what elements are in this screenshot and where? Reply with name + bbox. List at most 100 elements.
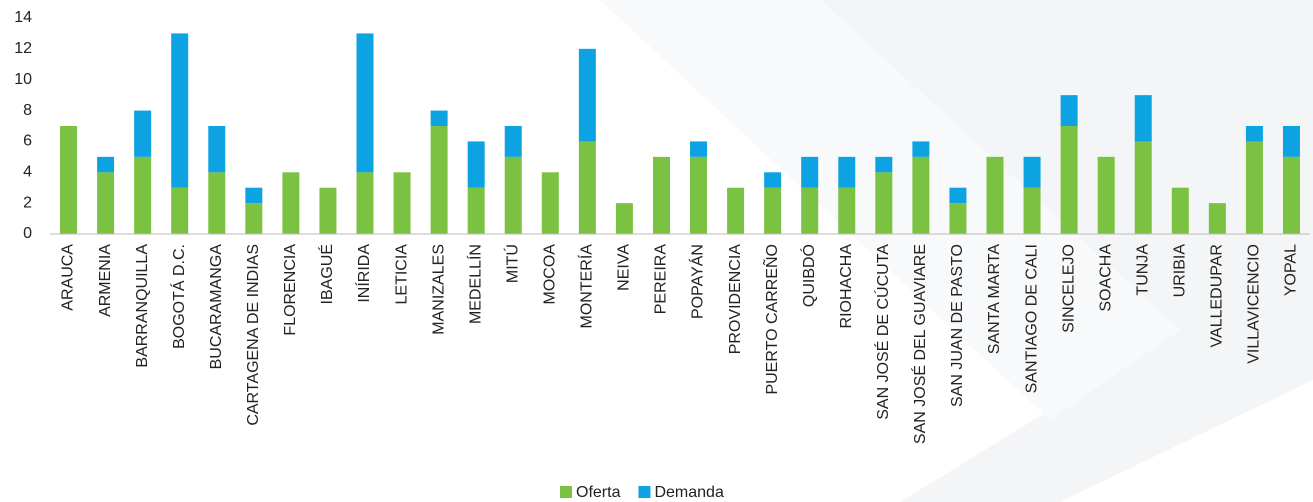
x-tick-label: SINCELEJO [1060, 244, 1077, 333]
y-tick-label: 2 [23, 194, 32, 211]
x-tick-label: BARRANQUILLA [134, 244, 151, 368]
y-tick-label: 0 [23, 225, 32, 242]
x-tick-label: YOPAL [1283, 244, 1300, 296]
x-tick-label: SAN JOSÉ DEL GUAVIARE [910, 244, 929, 444]
bar-segment [1023, 156, 1041, 188]
x-tick-label: URIBIA [1172, 244, 1189, 298]
bar-segment [319, 187, 337, 234]
x-tick-label: TUNJA [1134, 244, 1151, 296]
y-tick-label: 4 [23, 164, 32, 181]
bar-segment [1171, 187, 1189, 234]
legend-swatch [560, 486, 572, 498]
y-tick-label: 12 [14, 40, 32, 57]
bar-segment [986, 156, 1004, 234]
bar-segment [60, 126, 78, 234]
x-tick-label: CARTAGENA DE INDIAS [245, 244, 262, 426]
bar-segment [764, 172, 782, 188]
x-tick-label: RIOHACHA [838, 244, 855, 329]
bar-segment [1060, 95, 1078, 126]
x-tick-label: LETICIA [393, 244, 410, 305]
background-shape [820, 0, 1313, 502]
legend-label: Demanda [654, 484, 723, 501]
y-tick-label: 14 [14, 9, 32, 26]
x-tick-label: SAN JUAN DE PASTO [949, 244, 966, 407]
bar-segment [801, 156, 819, 188]
bar-segment [615, 203, 633, 234]
bar-segment [282, 172, 300, 234]
x-tick-label: VILLAVICENCIO [1246, 244, 1263, 364]
bar-segment [97, 156, 115, 173]
bar-segment [1060, 126, 1078, 234]
bar-segment [541, 172, 559, 234]
bar-segment [801, 187, 819, 234]
bar-segment [97, 172, 115, 234]
bar-segment [467, 141, 485, 188]
x-tick-label: QUIBDÓ [799, 244, 818, 307]
x-tick-label: PEREIRA [653, 244, 670, 315]
bar-segment [467, 187, 485, 234]
legend-swatch [638, 486, 651, 498]
bar-segment [1282, 156, 1300, 234]
bar-segment [393, 172, 411, 234]
bar-segment [727, 187, 745, 234]
x-tick-label: MEDELLÍN [465, 244, 484, 324]
x-tick-label: INÍRIDA [354, 244, 373, 303]
bar-segment [356, 172, 374, 234]
bar-segment [245, 187, 263, 204]
x-tick-label: MANIZALES [430, 244, 447, 335]
x-tick-label: BOGOTÁ D.C. [169, 244, 188, 349]
bar-segment [578, 141, 596, 234]
x-tick-label: MONTERÍA [577, 244, 596, 329]
x-tick-label: MITÚ [502, 244, 521, 283]
bar-segment [1134, 141, 1152, 234]
bar-segment [912, 156, 930, 234]
x-tick-label: IBAGUÉ [317, 244, 336, 304]
x-tick-label: VALLEDUPAR [1209, 244, 1226, 347]
bar-segment [1097, 156, 1115, 234]
bar-segment [134, 110, 152, 157]
x-tick-label: PROVIDENCIA [727, 244, 744, 355]
bar-segment [652, 156, 670, 234]
bar-segment [838, 187, 856, 234]
bar-segment [1245, 126, 1263, 142]
bar-segment [171, 33, 189, 188]
x-tick-label: POPAYÁN [688, 244, 707, 319]
bar-segment [504, 126, 522, 157]
bar-segment [134, 156, 152, 234]
y-tick-label: 10 [14, 71, 32, 88]
x-tick-label: SAN JOSÉ DE CÚCUTA [873, 244, 892, 420]
bar-segment [838, 156, 856, 188]
bar-segment [690, 141, 708, 157]
bar-segment [245, 203, 263, 234]
bar-segment [690, 156, 708, 234]
y-tick-label: 8 [23, 102, 32, 119]
bar-segment [1282, 126, 1300, 157]
bar-segment [912, 141, 930, 157]
x-tick-label: SOACHA [1097, 244, 1114, 312]
y-tick-label: 6 [23, 133, 32, 150]
bar-segment [875, 156, 893, 173]
x-tick-label: SANTIAGO DE CALI [1023, 244, 1040, 393]
x-tick-label: MOCOA [542, 244, 559, 305]
bar-segment [208, 172, 226, 234]
bar-segment [430, 110, 448, 126]
bar-segment [1134, 95, 1152, 142]
x-tick-label: PUERTO CARREÑO [761, 244, 781, 395]
bar-segment [171, 187, 189, 234]
bar-segment [875, 172, 893, 234]
x-tick-label: SANTA MARTA [986, 244, 1003, 355]
bar-segment [949, 203, 967, 234]
bar-segment [1208, 203, 1226, 234]
bar-segment [578, 48, 596, 142]
x-tick-label: ARAUCA [60, 244, 77, 311]
bar-segment [949, 187, 967, 204]
bar-segment [504, 156, 522, 234]
bar-segment [430, 126, 448, 234]
x-tick-label: NEIVA [616, 244, 633, 291]
bar-segment [1245, 141, 1263, 234]
legend-label: Oferta [576, 484, 621, 501]
x-tick-label: FLORENCIA [282, 244, 299, 336]
bar-segment [356, 33, 374, 173]
bar-segment [764, 187, 782, 234]
